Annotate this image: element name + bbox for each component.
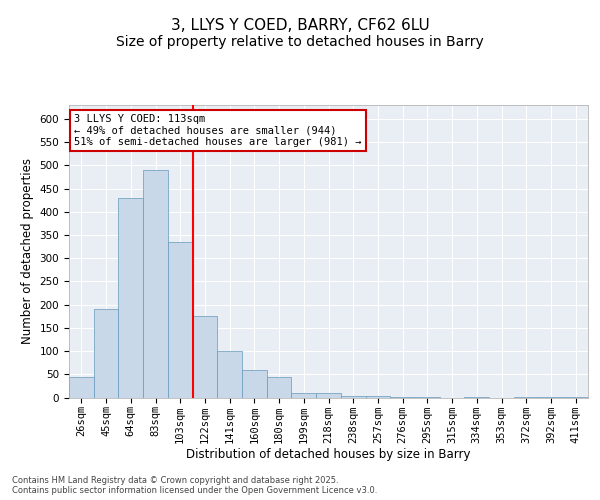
Y-axis label: Number of detached properties: Number of detached properties (21, 158, 34, 344)
Bar (94, 310, 118, 398)
Text: Contains HM Land Registry data © Crown copyright and database right 2025.
Contai: Contains HM Land Registry data © Crown c… (12, 476, 377, 495)
Bar (365, 396, 390, 398)
X-axis label: Distribution of detached houses by size in Barry: Distribution of detached houses by size … (186, 448, 471, 461)
Text: Size of property relative to detached houses in Barry: Size of property relative to detached ho… (116, 35, 484, 49)
Bar (118, 198, 143, 398)
Bar (242, 370, 267, 398)
Bar (143, 170, 168, 398)
Bar (267, 376, 292, 398)
Bar (168, 242, 193, 398)
Bar (69, 376, 94, 398)
Bar (341, 396, 365, 398)
Bar (217, 351, 242, 398)
Bar (316, 393, 341, 398)
Bar (292, 393, 316, 398)
Text: 3 LLYS Y COED: 113sqm
← 49% of detached houses are smaller (944)
51% of semi-det: 3 LLYS Y COED: 113sqm ← 49% of detached … (74, 114, 362, 147)
Text: 3, LLYS Y COED, BARRY, CF62 6LU: 3, LLYS Y COED, BARRY, CF62 6LU (170, 18, 430, 32)
Bar (193, 316, 217, 398)
